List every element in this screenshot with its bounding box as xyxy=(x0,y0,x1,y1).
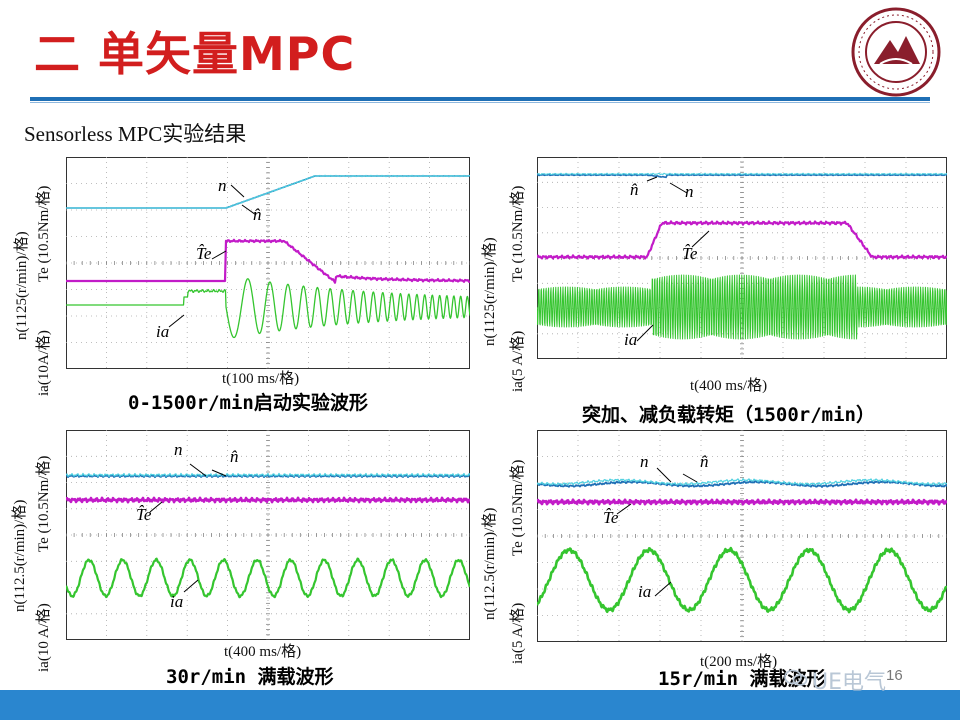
trace-label-current: ia xyxy=(624,330,638,349)
trace-speed-estimate xyxy=(537,478,947,486)
y-label-torque: Te (10.5Nm/格) xyxy=(36,185,52,282)
trace-label-n: n xyxy=(685,182,694,201)
footer-bar xyxy=(0,690,960,720)
x-label-time: t(400 ms/格) xyxy=(690,378,768,394)
trace-label-current: ia xyxy=(156,322,170,341)
trace-label-n: n xyxy=(218,176,227,195)
y-label-current: ia(10 A/格) xyxy=(36,603,52,672)
trace-label-n-est: n̂ xyxy=(253,205,262,224)
x-label-time: t(100 ms/格) xyxy=(222,371,300,387)
label-leader-line xyxy=(183,579,199,593)
label-leader-line xyxy=(654,581,672,597)
trace-label-current: ia xyxy=(638,582,652,601)
label-leader-line xyxy=(211,469,227,477)
slide-title: 二 单矢量MPC xyxy=(34,27,356,81)
trace-label-torque-est: T̂e xyxy=(682,244,698,263)
y-label-current: ia(5 A/格) xyxy=(510,330,526,392)
label-leader-line xyxy=(616,503,632,515)
label-leader-line xyxy=(656,467,672,483)
label-leader-line xyxy=(682,473,698,483)
y-label-speed: n(1125(r/min)/格) xyxy=(14,231,30,340)
y-label-current: ia(10A/格) xyxy=(36,330,52,396)
page-number: 16 xyxy=(886,667,903,684)
watermark-text: UE电气 xyxy=(812,670,887,695)
trace-label-torque-est: T̂e xyxy=(136,505,152,524)
panel-caption: 突加、减负载转矩（1500r/min） xyxy=(582,404,875,426)
oscilloscope-load-step xyxy=(537,157,947,359)
x-label-time: t(200 ms/格) xyxy=(700,654,778,670)
label-leader-line xyxy=(211,250,227,260)
y-label-speed: n(112.5(r/min)/格) xyxy=(482,507,498,620)
trace-speed-estimate xyxy=(537,172,947,176)
trace-label-n: n xyxy=(640,452,649,471)
y-label-torque: Te (10.5Nm/格) xyxy=(510,459,526,556)
trace-torque xyxy=(66,496,470,504)
label-leader-line xyxy=(189,463,207,477)
trace-label-torque-est: T̂e xyxy=(196,244,212,263)
title-divider xyxy=(30,97,930,101)
trace-current xyxy=(66,557,470,599)
y-label-torque: Te (10.5Nm/格) xyxy=(510,185,526,282)
label-leader-line xyxy=(149,501,163,513)
title-divider-thin xyxy=(30,102,930,103)
label-leader-line xyxy=(241,204,257,216)
university-logo-icon xyxy=(851,7,941,97)
y-label-speed: n(112.5(r/min)/格) xyxy=(12,499,28,612)
y-label-speed: n(1125(r/min)/格) xyxy=(482,237,498,346)
panel-caption: 0-1500r/min启动实验波形 xyxy=(128,392,368,414)
trace-label-torque-est: T̂e xyxy=(603,508,619,527)
trace-label-n-est: n̂ xyxy=(630,180,639,199)
oscilloscope-15rpm xyxy=(537,430,947,642)
trace-label-n: n xyxy=(174,440,183,459)
trace-torque xyxy=(537,220,947,260)
trace-label-n-est: n̂ xyxy=(700,452,709,471)
slide-subtitle: Sensorless MPC实验结果 xyxy=(24,122,247,146)
label-leader-line xyxy=(168,314,185,328)
trace-torque xyxy=(66,238,470,284)
trace-speed-estimate xyxy=(66,472,470,478)
label-leader-line xyxy=(669,182,688,194)
y-label-current: ia(5 A/格) xyxy=(510,602,526,664)
oscilloscope-30rpm xyxy=(66,430,470,640)
trace-label-current: ia xyxy=(170,592,184,611)
trace-current xyxy=(537,274,947,340)
panel-caption: 30r/min 满载波形 xyxy=(166,666,334,688)
panel-caption: 15r/min 满载波形 xyxy=(658,668,826,690)
oscilloscope-startup xyxy=(66,157,470,369)
trace-current xyxy=(66,278,470,339)
label-leader-line xyxy=(636,324,654,342)
x-label-time: t(400 ms/格) xyxy=(224,644,302,660)
y-label-torque: Te (10.5Nm/格) xyxy=(36,455,52,552)
trace-label-n-est: n̂ xyxy=(230,447,239,466)
trace-current xyxy=(537,546,947,614)
label-leader-line xyxy=(230,184,245,198)
trace-speed xyxy=(537,480,947,488)
chat-bubble-icon xyxy=(784,669,808,686)
trace-torque xyxy=(537,498,947,506)
label-leader-line xyxy=(691,230,710,248)
trace-speed-estimate xyxy=(66,174,470,209)
label-leader-line xyxy=(646,176,658,182)
